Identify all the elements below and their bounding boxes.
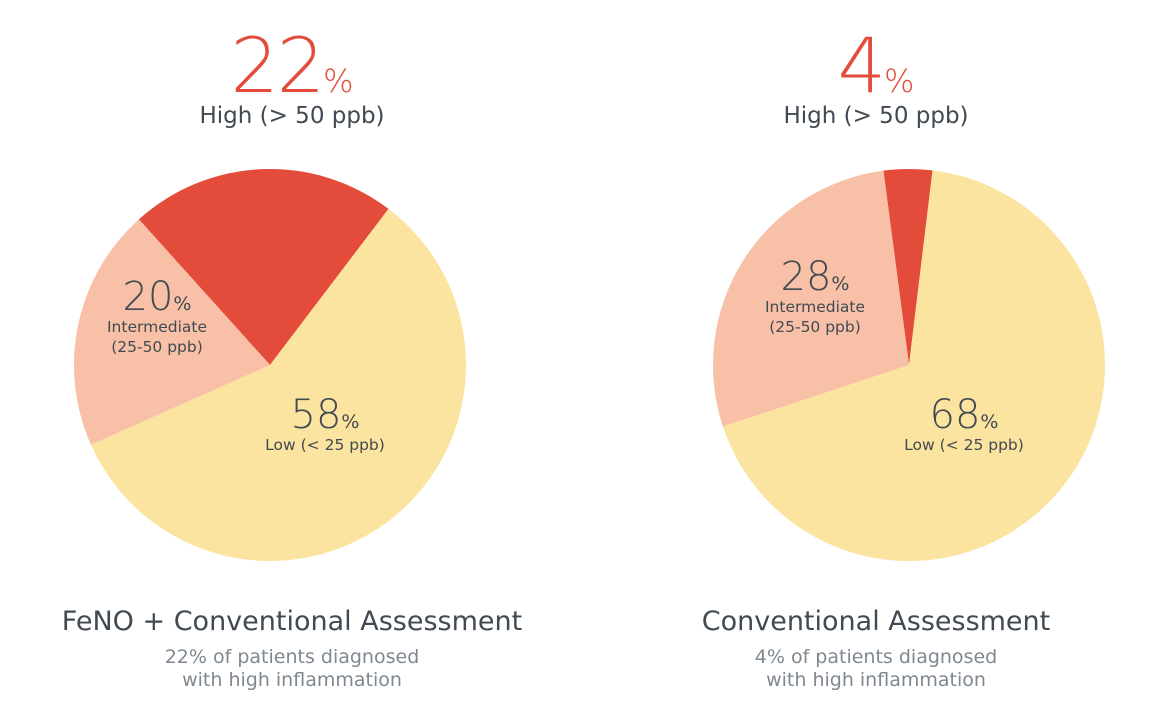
slice-value: 68 <box>930 392 981 438</box>
slice-unit: % <box>173 293 191 315</box>
slice-value-label: 20% <box>123 274 192 320</box>
pie-slice-low <box>722 170 1105 561</box>
chart-title: Conventional Assessment <box>701 606 1051 637</box>
pie-slice-intermediate <box>74 219 270 445</box>
chart-subtitle: 22% of patients diagnosed with high infl… <box>0 646 584 692</box>
slice-unit: % <box>831 273 849 295</box>
slice-category-label: Intermediate <box>765 298 865 316</box>
slice-value: 20 <box>123 274 174 320</box>
slice-category-label: Intermediate <box>107 318 207 336</box>
chart-panel-feno-conventional: 22% High (> 50 ppb) 58% Low (< 25 ppb) 20%… <box>0 28 584 692</box>
slice-value: 28 <box>781 254 832 300</box>
slice-category-label: (25-50 ppb) <box>769 318 861 336</box>
chart-subtitle: 4% of patients diagnosed with high infla… <box>584 646 1168 692</box>
chart-subtitle-line: with high inflammation <box>766 669 986 691</box>
pie-slice-high <box>883 169 933 365</box>
pie-chart: 68%Low (< 25 ppb)28%Intermediate(25-50 p… <box>712 169 1105 561</box>
pie-slice-low <box>90 208 467 562</box>
headline-percentage: 22% <box>0 28 584 104</box>
slice-category-label: Low (< 25 ppb) <box>904 436 1024 454</box>
headline-label: High (> 50 ppb) <box>783 103 969 129</box>
headline-unit: % <box>883 62 915 100</box>
slice-value-label: 28% <box>781 254 850 300</box>
headline-unit: % <box>323 62 354 100</box>
pie-chart: 58%Low (< 25 ppb)20%Intermediate(25-50 p… <box>74 168 467 562</box>
pie-slice-high <box>138 168 389 365</box>
slice-unit: % <box>341 411 359 433</box>
chart-panel-conventional: 4% High (> 50 ppb) 68% Low (< 25 ppb) 28% I… <box>584 0 1168 727</box>
headline-label: High (> 50 ppb) <box>199 103 385 129</box>
chart-subtitle-line: with high inflammation <box>182 669 402 691</box>
chart-subtitle-line: 22% of patients diagnosed <box>164 646 420 668</box>
chart-title: FeNO + Conventional Assessment <box>61 606 523 637</box>
slice-unit: % <box>980 411 998 433</box>
headline-percentage: 4% <box>584 28 1168 104</box>
headline-value: 4 <box>837 21 886 110</box>
slice-category-label: Low (< 25 ppb) <box>265 436 385 454</box>
headline-value: 22 <box>230 21 325 110</box>
pie-slice-intermediate <box>712 170 909 427</box>
slice-value: 58 <box>291 392 342 438</box>
slice-value-label: 68% <box>930 392 999 438</box>
slice-category-label: (25-50 ppb) <box>111 338 203 356</box>
chart-subtitle-line: 4% of patients diagnosed <box>754 646 998 668</box>
slice-value-label: 58% <box>291 392 360 438</box>
